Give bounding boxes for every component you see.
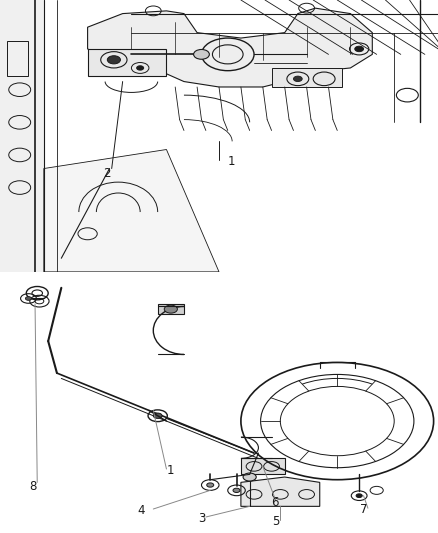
Circle shape: [207, 483, 214, 487]
Circle shape: [293, 76, 302, 82]
Text: 1: 1: [166, 464, 174, 477]
Circle shape: [164, 305, 177, 313]
Text: 7: 7: [360, 503, 367, 516]
Text: 1: 1: [228, 155, 235, 168]
Circle shape: [233, 488, 240, 492]
Circle shape: [194, 50, 209, 59]
Polygon shape: [44, 149, 219, 272]
Polygon shape: [272, 68, 342, 87]
Text: 3: 3: [198, 512, 205, 525]
Polygon shape: [88, 8, 372, 87]
Text: 8: 8: [29, 480, 36, 493]
Circle shape: [355, 46, 364, 52]
Text: 2: 2: [103, 167, 110, 181]
Circle shape: [25, 296, 32, 301]
Polygon shape: [241, 458, 285, 474]
Polygon shape: [158, 304, 184, 314]
Circle shape: [153, 413, 162, 418]
Polygon shape: [241, 477, 320, 506]
Circle shape: [107, 56, 120, 64]
Circle shape: [356, 494, 362, 498]
Polygon shape: [88, 49, 166, 76]
Text: 5: 5: [272, 515, 279, 528]
Text: 4: 4: [137, 504, 145, 517]
Polygon shape: [0, 0, 44, 272]
Circle shape: [137, 66, 144, 70]
Text: 6: 6: [272, 496, 279, 509]
Circle shape: [243, 473, 256, 481]
